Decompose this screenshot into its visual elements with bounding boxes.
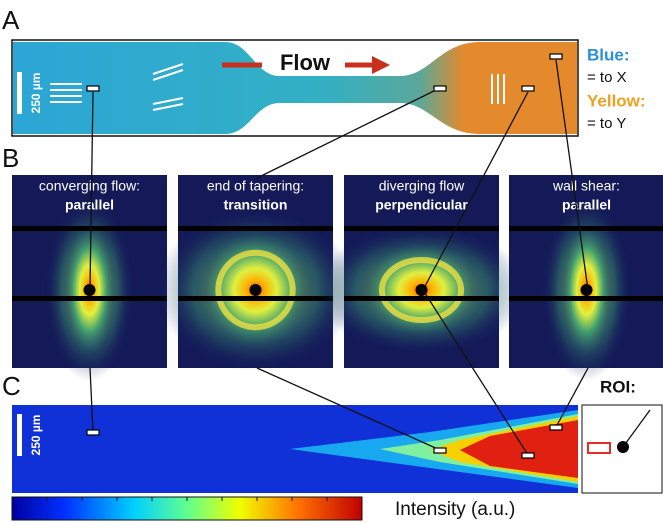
scale-bar [17, 72, 22, 114]
legend-key: Yellow: [587, 91, 646, 110]
detector-gap [509, 296, 663, 301]
detector-gap [344, 296, 499, 301]
scale-label: 250 µm [29, 73, 43, 114]
image-caption: wall shear: [552, 178, 620, 194]
image-mode: parallel [562, 197, 611, 213]
panel-label: B [2, 143, 19, 173]
image-mode: perpendicular [375, 197, 468, 213]
beam-stop [581, 284, 593, 296]
detector-gap [509, 226, 663, 231]
image-mode: transition [224, 197, 288, 213]
colorbar-label: Intensity (a.u.) [395, 499, 515, 520]
detector-gap [12, 296, 167, 301]
legend-value: = to X [587, 69, 627, 86]
panel-label: A [2, 5, 20, 35]
detector-gap [12, 226, 167, 231]
legend-value: = to Y [587, 115, 626, 132]
detector-gap [178, 226, 333, 231]
scale-label: 250 µm [29, 415, 43, 456]
roi-label: ROI: [600, 377, 636, 396]
legend-key: Blue: [587, 45, 630, 64]
panel-label: C [2, 371, 21, 401]
beam-stop [250, 284, 262, 296]
image-mode: parallel [65, 197, 114, 213]
image-caption: diverging flow [379, 178, 465, 194]
figure: A 250 µm Flow Blue: = to X Yellow: = to … [0, 0, 663, 523]
detector-gap [178, 296, 333, 301]
flow-label: Flow [280, 50, 331, 75]
image-caption: converging flow: [39, 178, 140, 194]
diffraction-images: converging flow: parallel end of tapering:… [12, 175, 663, 381]
scale-bar [17, 414, 22, 456]
image-caption: end of tapering: [207, 178, 304, 194]
detector-gap [344, 226, 499, 231]
